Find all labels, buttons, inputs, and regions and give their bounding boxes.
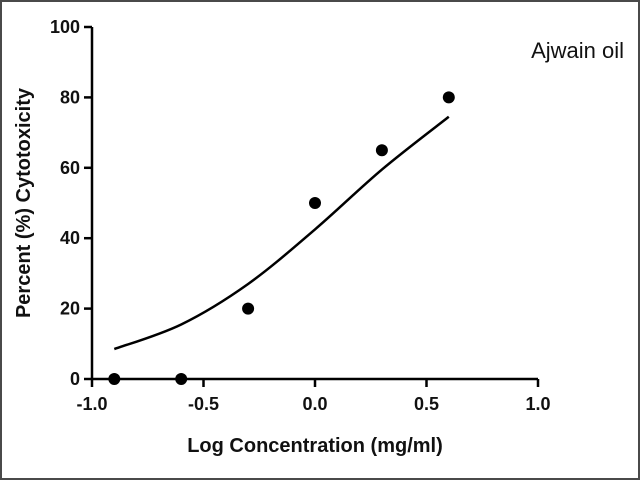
y-tick-label: 60	[60, 158, 80, 178]
data-point	[442, 91, 455, 104]
x-ticks: -1.0 -0.5 0.0 0.5 1.0	[76, 379, 551, 414]
data-point	[242, 302, 255, 315]
y-axis-title: Percent (%) Cytotoxicity	[13, 87, 35, 318]
chart-annotation: Ajwain oil	[531, 38, 624, 63]
fit-curve	[113, 115, 450, 351]
y-tick-label: 20	[60, 299, 80, 319]
y-tick-label: 100	[50, 17, 80, 37]
data-points	[108, 91, 455, 385]
x-tick-label: -0.5	[188, 394, 219, 414]
data-point	[309, 197, 321, 209]
x-tick-label: 0.5	[414, 394, 439, 414]
x-tick-label: 1.0	[525, 394, 550, 414]
x-tick-label: 0.0	[302, 394, 327, 414]
y-ticks: 0 20 40 60 80 100	[50, 17, 92, 389]
x-axis-title: Log Concentration (mg/ml)	[187, 435, 443, 457]
y-tick-label: 0	[70, 369, 80, 389]
data-point	[108, 373, 121, 385]
y-tick-label: 80	[60, 87, 80, 107]
y-tick-label: 40	[60, 228, 80, 248]
data-point	[175, 373, 188, 385]
data-point	[375, 144, 388, 157]
x-tick-label: -1.0	[76, 394, 107, 414]
